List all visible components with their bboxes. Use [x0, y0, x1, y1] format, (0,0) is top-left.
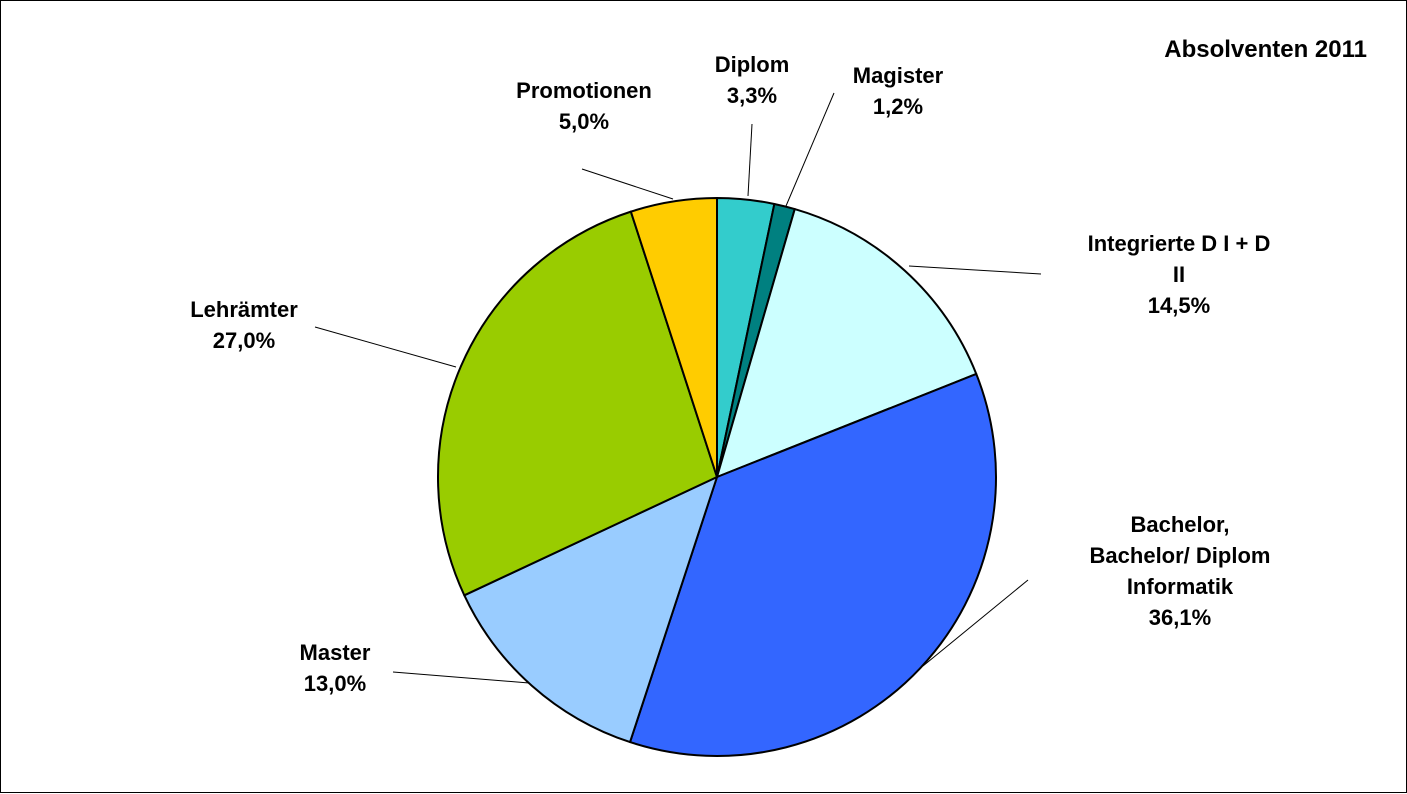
slice-label-line: Informatik	[1127, 574, 1234, 599]
slice-label-0: Diplom 3,3%	[715, 52, 790, 108]
slice-label-5: Lehrämter 27,0%	[190, 297, 298, 353]
pie-slice-6	[629, 197, 718, 478]
slice-label-line: Diplom	[715, 52, 790, 77]
leader-line-2	[908, 265, 1042, 275]
pie-slice-3	[629, 372, 997, 757]
slice-label-line: Integrierte D I + D	[1088, 231, 1271, 256]
leader-line-5	[314, 326, 457, 368]
slice-label-4: Master 13,0%	[300, 640, 371, 696]
slice-label-2: Integrierte D I + D II 14,5%	[1088, 231, 1271, 318]
chart-title: Absolventen 2011	[1164, 36, 1367, 63]
leader-line-6	[581, 168, 674, 200]
pie-slice-2	[716, 208, 978, 478]
slice-label-1: Magister 1,2%	[853, 63, 944, 119]
slice-label-line: Bachelor/ Diplom	[1090, 543, 1271, 568]
slice-label-line: Lehrämter	[190, 297, 298, 322]
slice-label-line: 3,3%	[727, 83, 777, 108]
slice-label-line: II	[1173, 262, 1185, 287]
pie-slice-4	[463, 476, 718, 744]
slice-label-line: 1,2%	[873, 94, 923, 119]
slice-label-line: 14,5%	[1148, 293, 1210, 318]
leader-line-3	[922, 579, 1029, 667]
slice-label-line: Promotionen	[516, 78, 652, 103]
leader-lines	[314, 92, 1042, 684]
leader-line-0	[747, 123, 753, 197]
slice-label-line: Magister	[853, 63, 944, 88]
data-labels: Diplom 3,3% Magister 1,2% Integrierte D I + …	[190, 52, 1270, 696]
slice-label-line: 13,0%	[304, 671, 366, 696]
slice-label-line: 27,0%	[213, 328, 275, 353]
slice-label-line: 36,1%	[1149, 605, 1211, 630]
slice-label-3: Bachelor, Bachelor/ Diplom Informatik 36,1%	[1090, 512, 1271, 630]
leader-line-1	[785, 92, 835, 207]
pie-slice-5	[437, 210, 718, 597]
slice-label-line: Master	[300, 640, 371, 665]
pie-slices	[437, 197, 997, 757]
slice-label-line: 5,0%	[559, 109, 609, 134]
slice-label-line: Bachelor,	[1130, 512, 1229, 537]
leader-line-4	[392, 671, 530, 684]
slice-label-6: Promotionen 5,0%	[516, 78, 652, 134]
